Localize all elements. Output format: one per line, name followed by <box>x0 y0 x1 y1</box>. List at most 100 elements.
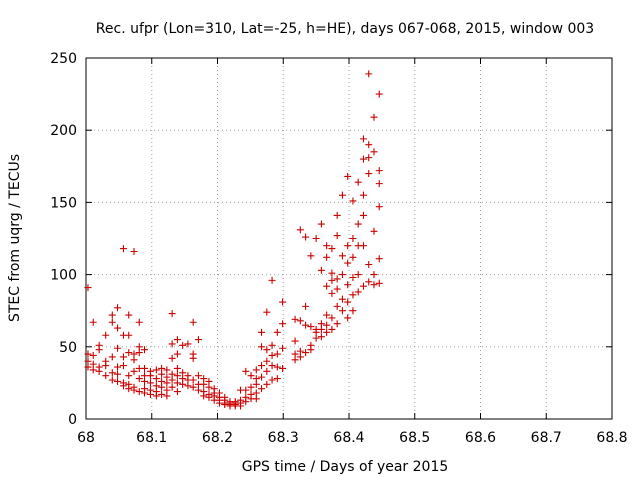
data-point <box>375 90 383 98</box>
data-point <box>108 318 116 326</box>
data-point <box>370 281 378 289</box>
data-point <box>252 395 260 403</box>
data-point <box>328 276 336 284</box>
data-point <box>89 351 97 359</box>
data-point <box>119 382 127 390</box>
data-point <box>158 383 166 391</box>
data-point <box>328 245 336 253</box>
data-point <box>349 307 357 315</box>
data-point <box>108 369 116 377</box>
data-point <box>268 351 276 359</box>
data-point <box>130 367 138 375</box>
data-point <box>200 392 208 400</box>
data-point <box>141 346 149 354</box>
data-point <box>312 334 320 342</box>
data-point <box>279 298 287 306</box>
data-point <box>108 353 116 361</box>
data-point <box>349 253 357 261</box>
data-point <box>365 170 373 178</box>
data-point <box>135 318 143 326</box>
data-point <box>263 308 271 316</box>
data-point <box>130 386 138 394</box>
data-point <box>279 364 287 372</box>
data-point <box>189 383 197 391</box>
x-tick-label: 68.3 <box>268 430 299 446</box>
data-point <box>125 311 133 319</box>
data-point <box>333 275 341 283</box>
data-point <box>84 350 92 358</box>
data-point <box>338 307 346 315</box>
data-point <box>114 304 122 312</box>
data-point <box>344 314 352 322</box>
data-point <box>158 390 166 398</box>
data-point <box>89 366 97 374</box>
data-point <box>130 356 138 364</box>
data-point <box>349 235 357 242</box>
data-point <box>135 388 143 396</box>
data-point <box>354 178 362 186</box>
data-point <box>242 386 250 394</box>
y-tick-label: 150 <box>50 195 77 211</box>
data-point <box>263 367 271 375</box>
data-point <box>252 380 260 388</box>
data-point <box>365 70 373 78</box>
data-point <box>323 321 331 329</box>
data-point <box>302 321 310 329</box>
data-point <box>89 318 97 326</box>
data-point <box>307 346 315 354</box>
data-point <box>279 344 287 352</box>
x-tick-label: 68.4 <box>333 430 364 446</box>
y-tick-label: 0 <box>68 412 77 428</box>
y-axis-label: STEC from uqrg / TECUs <box>7 154 23 322</box>
data-point <box>95 367 103 375</box>
data-point <box>349 291 357 299</box>
data-point <box>168 376 176 384</box>
data-point <box>375 279 383 287</box>
data-points <box>84 70 383 410</box>
data-point <box>125 372 133 380</box>
data-point <box>307 252 315 260</box>
y-tick-label: 250 <box>50 51 77 67</box>
data-point <box>173 350 181 358</box>
data-point <box>328 314 336 322</box>
data-point <box>141 389 149 397</box>
data-point <box>344 172 352 180</box>
x-tick-label: 68.2 <box>202 430 233 446</box>
data-point <box>370 113 378 121</box>
data-point <box>258 362 266 370</box>
data-point <box>189 318 197 326</box>
data-point <box>247 372 255 380</box>
data-point <box>114 370 122 378</box>
data-point <box>291 337 299 345</box>
data-point <box>263 346 271 354</box>
data-point <box>179 341 187 349</box>
data-point <box>273 328 281 336</box>
data-point <box>194 386 202 394</box>
data-point <box>168 310 176 318</box>
data-point <box>258 373 266 381</box>
data-point <box>338 271 346 279</box>
data-point <box>263 357 271 365</box>
data-point <box>268 276 276 284</box>
data-point <box>370 227 378 235</box>
data-point <box>205 383 213 391</box>
data-point <box>114 377 122 385</box>
data-point <box>359 282 367 290</box>
y-tick-label: 50 <box>59 340 77 356</box>
data-point <box>323 282 331 290</box>
data-point <box>279 320 287 328</box>
data-point <box>84 363 92 371</box>
data-point <box>359 191 367 199</box>
grid-lines <box>86 58 612 419</box>
data-point <box>323 311 331 319</box>
data-point <box>333 232 341 240</box>
data-point <box>146 390 154 398</box>
data-point <box>114 344 122 352</box>
data-point <box>338 295 346 303</box>
data-point <box>108 311 116 319</box>
data-point <box>194 336 202 344</box>
data-point <box>375 203 383 211</box>
data-point <box>328 269 336 277</box>
data-point <box>135 375 143 383</box>
